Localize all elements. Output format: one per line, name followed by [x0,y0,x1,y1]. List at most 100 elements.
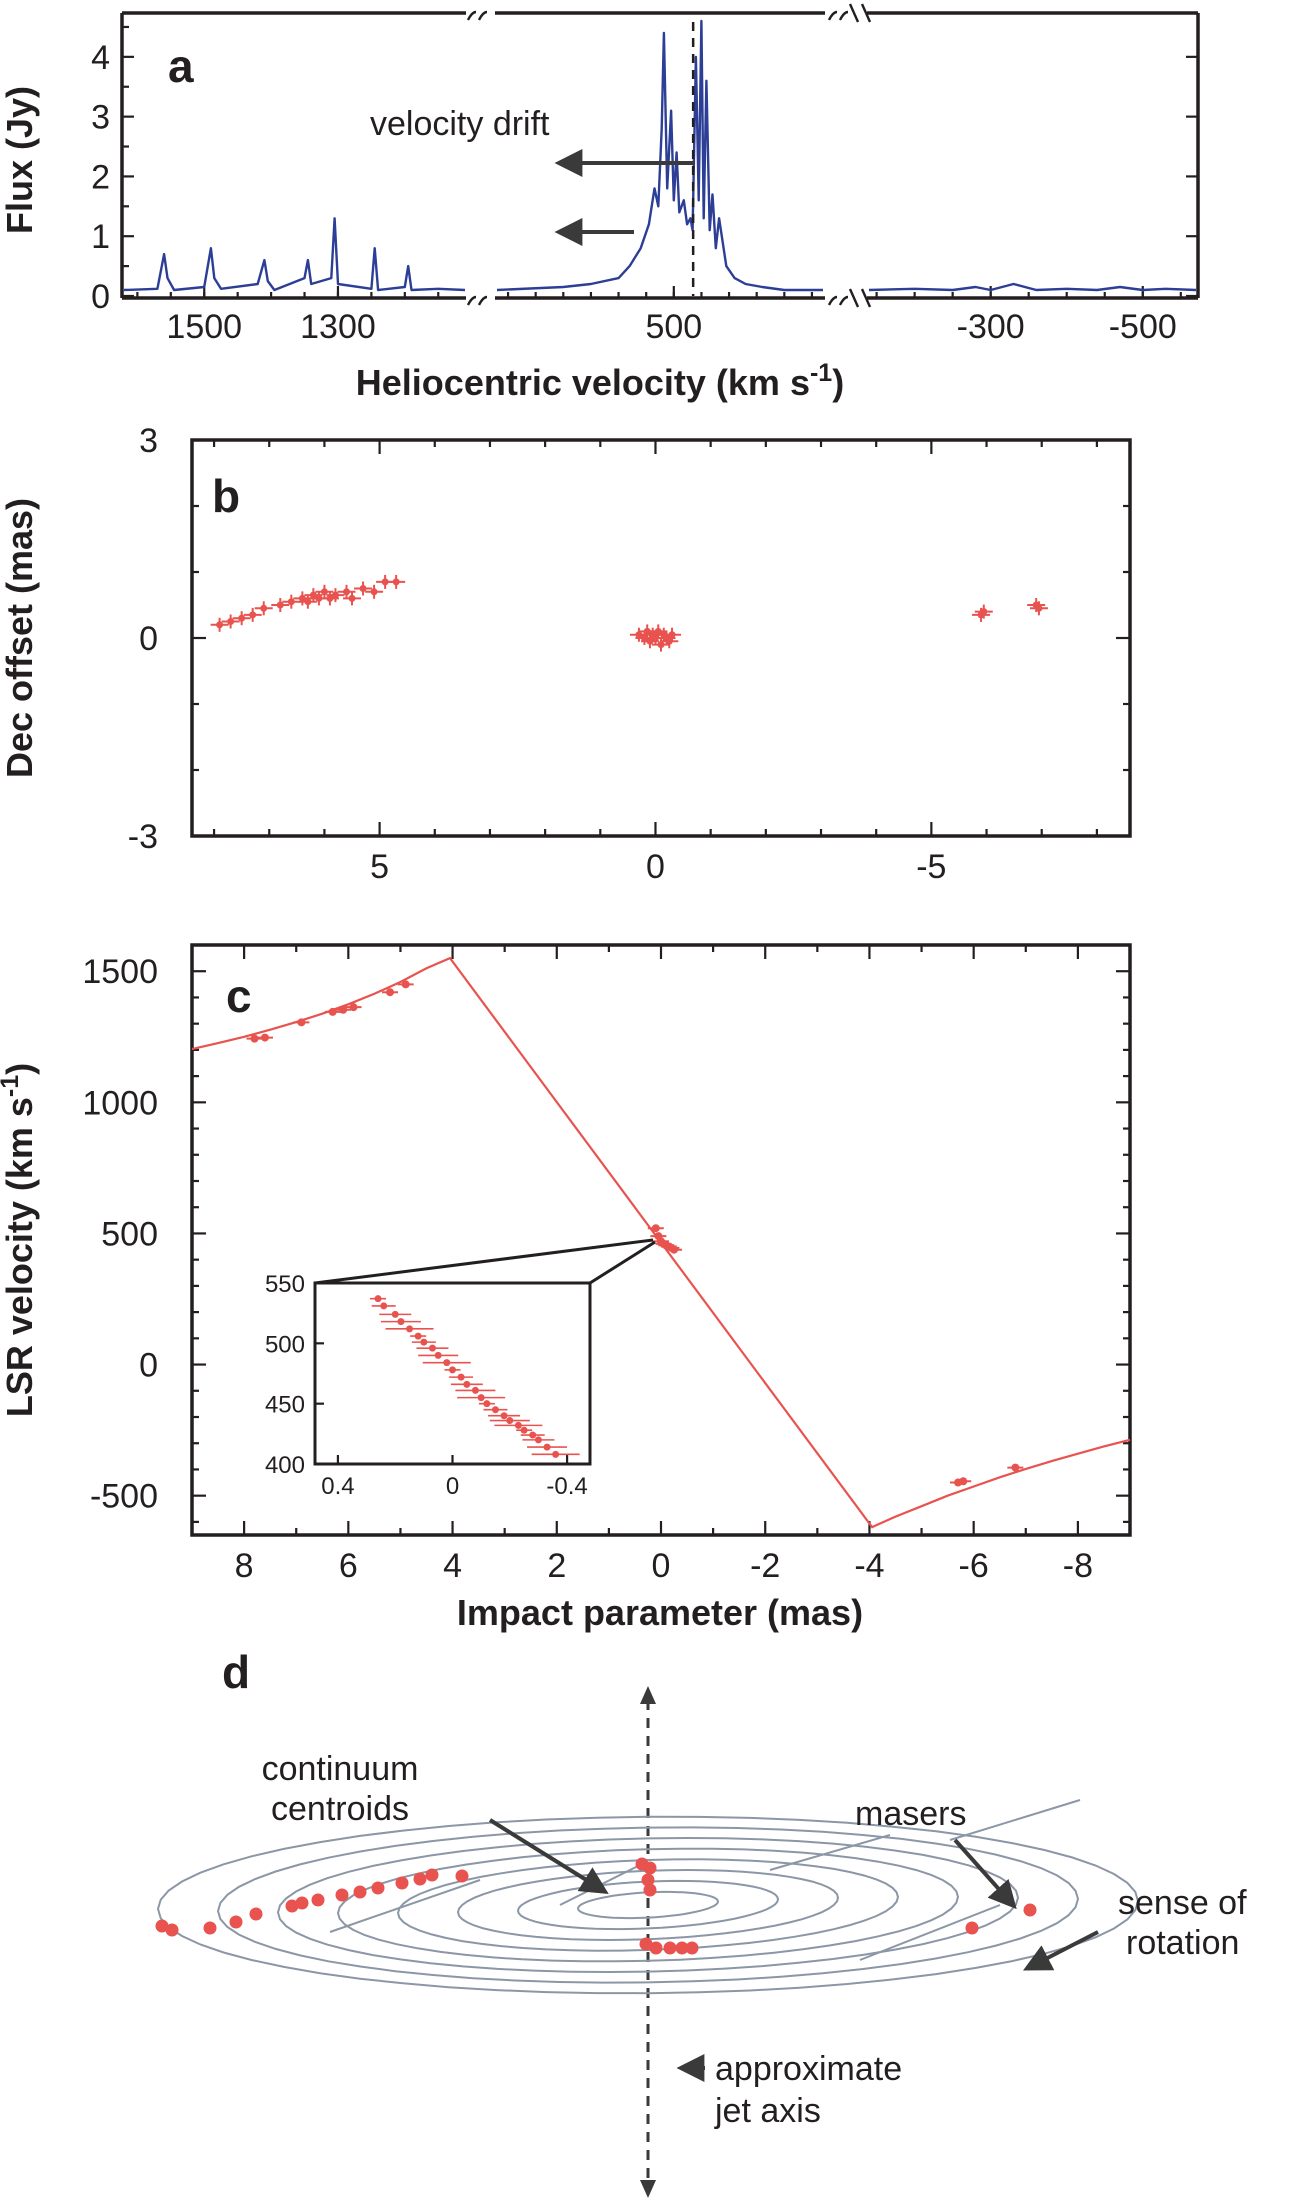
jet-axis-label-line1: approximate [715,2050,902,2088]
panel-a-xtick-label: 500 [645,308,702,346]
panel-c: 8 6 4 2 0 -2 -4 -6 -8 -500 0 500 1000 1500 0.4 0 -0.4 40… [0,943,1132,1633]
panel-c-ytick-label: 1500 [82,953,158,991]
panel-a-label: a [168,40,194,92]
maser-point [668,631,676,639]
maser-point [320,588,328,596]
maser-velocity-point [1011,1463,1020,1472]
maser-point [640,634,648,642]
disk-maser-dot [229,1915,243,1929]
inset-point [420,1338,428,1346]
inset-frame [313,1281,592,1466]
maser-velocity-point [250,1034,259,1043]
inset-point [500,1412,508,1420]
panel-b-maser-positions [210,574,1048,652]
panel-b-ytick-label: 0 [139,620,158,658]
panel-a-axis-breaks [466,3,872,308]
disk-maser-dots [155,1857,1037,1955]
inset-ytick-label: 550 [265,1271,305,1298]
panel-c-xtick-label: 0 [652,1547,671,1585]
panel-a-ytick-label: 4 [91,39,110,77]
panel-c-xtick-label: 8 [235,1547,254,1585]
panel-a-ylabel: Flux (Jy) [0,86,40,234]
panel-c-xtick-label: -2 [750,1547,780,1585]
maser-point [392,578,400,586]
disk-maser-dot [1023,1903,1037,1917]
inset-point [514,1421,522,1429]
maser-point [216,621,224,629]
maser-velocity-point [260,1033,269,1042]
panel-c-ylabel: LSR velocity (km s-1) [0,1063,40,1417]
inset-point [491,1406,499,1414]
panel-c-axis-ticks: 8 6 4 2 0 -2 -4 -6 -8 -500 0 500 1000 1500 [82,943,1132,1585]
panel-b-ylabel: Dec offset (mas) [0,498,40,778]
inset-point [543,1443,551,1451]
maser-point [1035,604,1043,612]
masers-arrow [953,1838,1017,1910]
disk-maser-dot [203,1921,217,1935]
maser-point [980,608,988,616]
disk-maser-dot [675,1941,689,1955]
panel-c-ytick-label: 0 [139,1347,158,1385]
inset-point [506,1417,514,1425]
panel-a-ytick-label: 3 [91,99,110,137]
disk-ring [456,1868,840,1942]
inset-point [520,1426,528,1434]
disk-maser-dot [155,1919,169,1933]
panel-a-spectrum [123,19,1197,292]
disk-maser-dot [353,1885,367,1899]
panel-c-xtick-label: 4 [443,1547,462,1585]
continuum-centroids-label-line1: continuum [262,1750,419,1788]
maser-velocity-point [401,980,410,989]
panel-c-xlabel: Impact parameter (mas) [457,1592,863,1633]
panel-a-axis-ticks: 1500 1300 500 -300 -500 0 1 2 3 4 [91,25,1198,346]
inset-point [477,1394,485,1402]
disk-maser-dot [663,1941,677,1955]
continuum-centroids-label-line2: centroids [271,1790,409,1828]
panel-b: 5 0 -5 -3 0 3 b Dec offset (mas) [0,422,1132,886]
inset-point [397,1318,405,1326]
inset-point [414,1332,422,1340]
spectrum-segment-1 [496,19,823,292]
inset-ytick-label: 450 [265,1392,305,1419]
panel-a-ytick-label: 1 [91,218,110,256]
disk-ring [156,1815,1140,1995]
disk-maser-dot [685,1941,699,1955]
disk-ring [576,1890,720,1920]
disk-ring [396,1858,900,1952]
disk-maser-dot [371,1881,385,1895]
panel-c-ytick-label: -500 [90,1478,158,1516]
maser-velocity-point [339,1005,348,1014]
inset-connector-left [314,1238,654,1285]
inset-point [434,1351,442,1359]
disk-maser-dot [425,1868,439,1882]
inset-axis-ticks: 0.4 0 -0.4 400 450 500 550 [265,1271,588,1500]
maser-point [227,618,235,625]
rotation-label-line1: sense of [1118,1884,1247,1922]
spectrum-segment-2 [868,282,1197,292]
disk-maser-dot [455,1869,469,1883]
maser-point [348,594,356,602]
inset-ytick-label: 500 [265,1331,305,1358]
maser-velocity-point [349,1003,358,1012]
disk-ring [216,1826,1080,1984]
maser-point [381,578,389,586]
warped-disk [156,1815,1140,1995]
inset-point [374,1295,382,1303]
maser-point [304,598,312,606]
maser-point [238,614,246,622]
maser-point [249,611,257,619]
panel-a-xtick-label: -500 [1109,308,1177,346]
panel-c-ytick-label: 1000 [82,1084,158,1122]
maser-point [260,604,268,612]
disk-maser-dot [639,1937,653,1951]
inset-maser-points [370,1295,580,1458]
inset-ytick-label: 400 [265,1452,305,1479]
panel-c-inset: 0.4 0 -0.4 400 450 500 550 [265,1271,592,1500]
panel-c-xtick-label: -8 [1063,1547,1093,1585]
maser-point [276,601,284,609]
disk-maser-dot [649,1941,663,1955]
panel-a-ytick-label: 2 [91,158,110,196]
maser-point [643,627,651,635]
disk-ring [276,1836,1020,1974]
